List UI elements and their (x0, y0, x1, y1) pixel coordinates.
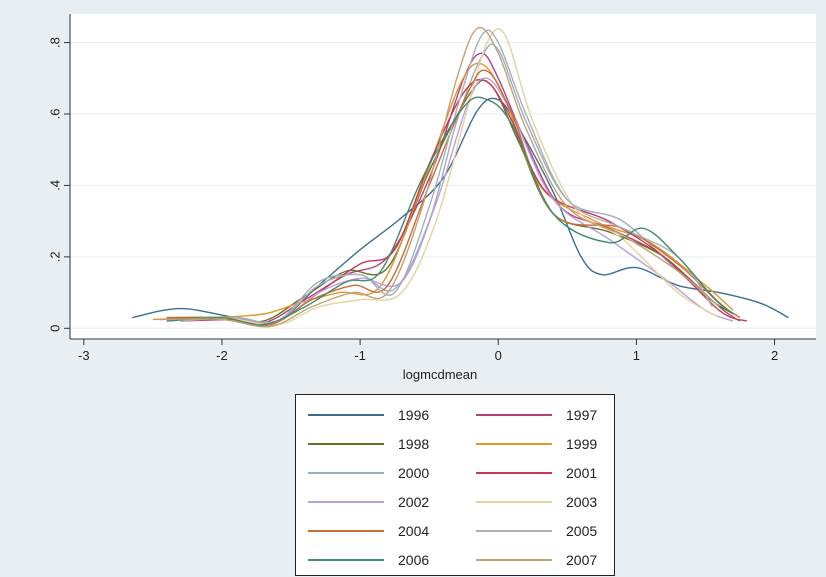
legend-label-2001: 2001 (566, 465, 598, 481)
legend-label-1999: 1999 (566, 436, 598, 452)
y-tick-label-1: .2 (47, 251, 62, 262)
legend-label-2003: 2003 (566, 494, 598, 510)
series-line-2006 (166, 96, 734, 326)
y-tick-label-3: .6 (47, 109, 62, 120)
legend-swatch-2001 (476, 472, 552, 474)
legend-swatch-1996 (308, 414, 384, 416)
legend-swatch-2000 (308, 472, 384, 474)
legend: 1996 1997 1998 1999 2000 2001 2002 2003 2004 2005… (295, 394, 615, 576)
series-line-1998 (166, 79, 734, 323)
y-tick-label-2: .4 (47, 180, 62, 191)
legend-swatch-1998 (308, 443, 384, 445)
y-tick-label-4: .8 (47, 37, 62, 48)
series-line-2000 (180, 43, 720, 324)
series-line-2004 (166, 69, 741, 327)
x-tick-label-4: 1 (633, 348, 640, 363)
series-line-2005 (180, 29, 713, 324)
legend-swatch-2004 (308, 530, 384, 532)
legend-label-2007: 2007 (566, 552, 598, 568)
plot-area (70, 14, 816, 339)
chart-frame: 0.2.4.6.8 -3 -2 -1 0 1 2 logmcdmean 1996 1997 199… (12, 6, 820, 576)
legend-label-2000: 2000 (398, 465, 430, 481)
legend-swatch-2005 (476, 530, 552, 532)
density-chart: 0 .2 .4 .6 .8 -3 -2 -1 0 1 2 logmcdmean (47, 14, 816, 382)
x-tick-label-1: -2 (216, 348, 228, 363)
legend-swatch-2006 (308, 559, 384, 561)
legend-label-2006: 2006 (398, 552, 430, 568)
y-tick-label-0: 0 (47, 325, 62, 332)
legend-label-2002: 2002 (398, 494, 430, 510)
legend-swatch-2003 (476, 501, 552, 503)
x-tick-label-3: 0 (495, 348, 502, 363)
legend-label-2004: 2004 (398, 523, 430, 539)
legend-label-1996: 1996 (398, 407, 430, 423)
x-axis-label: logmcdmean (403, 367, 477, 382)
legend-swatch-1999 (476, 443, 552, 445)
legend-swatch-2007 (476, 559, 552, 561)
legend-swatch-1997 (476, 414, 552, 416)
x-tick-label-5: 2 (771, 348, 778, 363)
legend-label-2005: 2005 (566, 523, 598, 539)
legend-label-1997: 1997 (566, 407, 598, 423)
series-line-2007 (159, 26, 720, 328)
legend-swatch-2002 (308, 501, 384, 503)
x-tick-label-0: -3 (78, 348, 90, 363)
x-tick-label-2: -1 (354, 348, 366, 363)
legend-label-1998: 1998 (398, 436, 430, 452)
